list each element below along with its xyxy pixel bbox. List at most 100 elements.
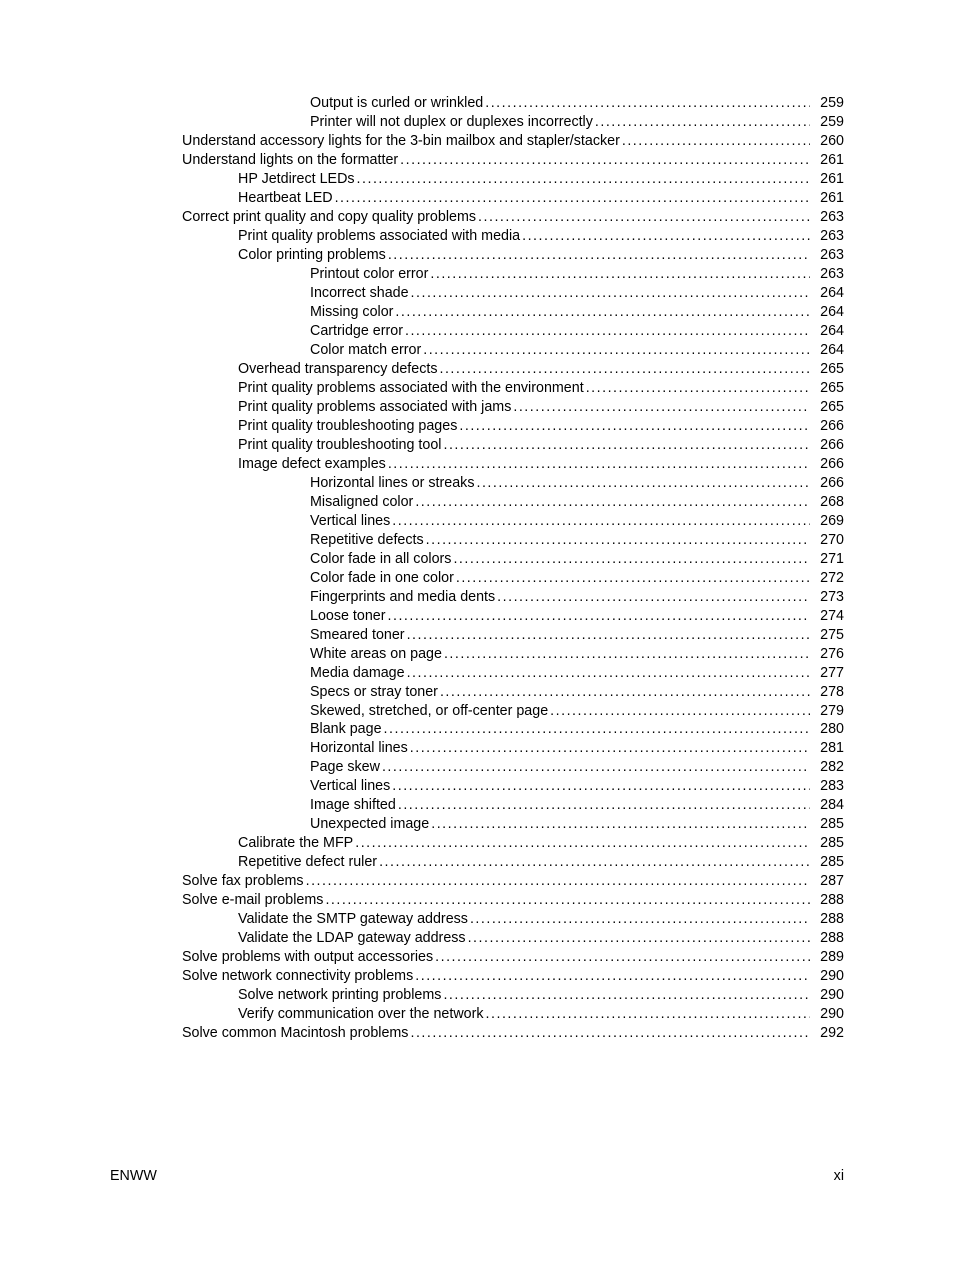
toc-entry-label: Print quality troubleshooting pages [238, 419, 457, 433]
toc-entry-label: Printout color error [310, 267, 428, 281]
toc-entry[interactable]: Horizontal lines or streaks 266 [110, 476, 844, 490]
toc-entry[interactable]: Printout color error 263 [110, 267, 844, 281]
toc-entry-page: 268 [812, 495, 844, 509]
toc-entry[interactable]: Color fade in one color 272 [110, 571, 844, 585]
toc-entry-label: Validate the LDAP gateway address [238, 931, 466, 945]
toc-entry-label: Color match error [310, 343, 421, 357]
toc-entry[interactable]: Repetitive defects 270 [110, 533, 844, 547]
toc-entry[interactable]: Correct print quality and copy quality p… [110, 210, 844, 224]
toc-entry[interactable]: Repetitive defect ruler285 [110, 855, 844, 869]
toc-entry-page: 287 [812, 874, 844, 888]
toc-entry[interactable]: Horizontal lines281 [110, 741, 844, 755]
toc-entry[interactable]: Image defect examples266 [110, 457, 844, 471]
toc-entry-page: 284 [812, 798, 844, 812]
toc-entry-page: 265 [812, 381, 844, 395]
toc-entry-label: Print quality problems associated with j… [238, 400, 511, 414]
toc-entry[interactable]: White areas on page 276 [110, 647, 844, 661]
toc-entry-page: 266 [812, 438, 844, 452]
toc-entry[interactable]: Solve network connectivity problems290 [110, 969, 844, 983]
toc-entry-page: 261 [812, 153, 844, 167]
toc-entry[interactable]: Print quality problems associated with m… [110, 229, 844, 243]
toc-entry[interactable]: HP Jetdirect LEDs261 [110, 172, 844, 186]
toc-entry[interactable]: Missing color264 [110, 305, 844, 319]
toc-entry[interactable]: Solve fax problems287 [110, 874, 844, 888]
toc-entry-label: Missing color [310, 305, 393, 319]
toc-entry-page: 274 [812, 609, 844, 623]
toc-leader [622, 134, 810, 148]
toc-entry[interactable]: Smeared toner 275 [110, 628, 844, 642]
toc-leader [357, 172, 810, 186]
toc-leader [388, 248, 810, 262]
toc-leader [586, 381, 810, 395]
toc-entry[interactable]: Solve problems with output accessories28… [110, 950, 844, 964]
toc-entry[interactable]: Verify communication over the network290 [110, 1007, 844, 1021]
toc-entry[interactable]: Page skew282 [110, 760, 844, 774]
toc-entry-page: 266 [812, 419, 844, 433]
toc-entry[interactable]: Understand accessory lights for the 3-bi… [110, 134, 844, 148]
toc-leader [470, 912, 810, 926]
toc-entry[interactable]: Vertical lines283 [110, 779, 844, 793]
toc-entry[interactable]: Color fade in all colors 271 [110, 552, 844, 566]
toc-entry-page: 290 [812, 969, 844, 983]
toc-entry[interactable]: Solve e-mail problems288 [110, 893, 844, 907]
toc-entry[interactable]: Solve network printing problems290 [110, 988, 844, 1002]
toc-entry[interactable]: Print quality troubleshooting pages 266 [110, 419, 844, 433]
toc-entry-page: 272 [812, 571, 844, 585]
toc-entry-label: Fingerprints and media dents [310, 590, 495, 604]
toc-entry-label: Skewed, stretched, or off-center page [310, 704, 548, 718]
toc-entry[interactable]: Vertical lines 269 [110, 514, 844, 528]
toc-entry-page: 263 [812, 267, 844, 281]
toc-entry-page: 278 [812, 685, 844, 699]
toc-entry[interactable]: Printer will not duplex or duplexes inco… [110, 115, 844, 129]
toc-entry[interactable]: Incorrect shade264 [110, 286, 844, 300]
toc-entry[interactable]: Overhead transparency defects265 [110, 362, 844, 376]
toc-leader [444, 647, 810, 661]
toc-entry[interactable]: Unexpected image285 [110, 817, 844, 831]
toc-entry[interactable]: Output is curled or wrinkled259 [110, 96, 844, 110]
toc-leader [415, 495, 810, 509]
toc-entry-page: 259 [812, 96, 844, 110]
toc-entry-label: Understand lights on the formatter [182, 153, 398, 167]
toc-entry[interactable]: Print quality problems associated with j… [110, 400, 844, 414]
page: Output is curled or wrinkled259 Printer w… [0, 0, 954, 1270]
toc-entry-label: Incorrect shade [310, 286, 409, 300]
toc-entry[interactable]: Skewed, stretched, or off-center page 27… [110, 704, 844, 718]
toc-entry[interactable]: Validate the SMTP gateway address288 [110, 912, 844, 926]
toc-entry[interactable]: Color printing problems263 [110, 248, 844, 262]
toc-entry[interactable]: Validate the LDAP gateway address288 [110, 931, 844, 945]
toc-entry[interactable]: Fingerprints and media dents 273 [110, 590, 844, 604]
toc-entry-label: Color fade in all colors [310, 552, 451, 566]
toc-entry-page: 270 [812, 533, 844, 547]
toc-entry[interactable]: Misaligned color 268 [110, 495, 844, 509]
toc-entry[interactable]: Understand lights on the formatter 261 [110, 153, 844, 167]
footer-right: xi [834, 1168, 844, 1184]
toc-entry-page: 277 [812, 666, 844, 680]
toc-entry-page: 276 [812, 647, 844, 661]
page-footer: ENWW xi [110, 1168, 844, 1184]
toc-entry[interactable]: Loose toner 274 [110, 609, 844, 623]
toc-entry-page: 283 [812, 779, 844, 793]
toc-entry[interactable]: Solve common Macintosh problems292 [110, 1026, 844, 1040]
toc-entry-label: Horizontal lines [310, 741, 408, 755]
toc-entry[interactable]: Print quality troubleshooting tool 266 [110, 438, 844, 452]
toc-entry[interactable]: Blank page280 [110, 722, 844, 736]
toc-entry-label: Image defect examples [238, 457, 386, 471]
toc-entry[interactable]: Calibrate the MFP285 [110, 836, 844, 850]
toc-entry-page: 264 [812, 324, 844, 338]
toc-entry[interactable]: Specs or stray toner 278 [110, 685, 844, 699]
toc-entry-label: Repetitive defect ruler [238, 855, 377, 869]
toc-entry[interactable]: Cartridge error264 [110, 324, 844, 338]
toc-leader [440, 685, 810, 699]
footer-left: ENWW [110, 1168, 157, 1184]
toc-entry[interactable]: Print quality problems associated with t… [110, 381, 844, 395]
toc-entry[interactable]: Image shifted284 [110, 798, 844, 812]
toc-entry[interactable]: Media damage 277 [110, 666, 844, 680]
toc-leader [411, 286, 810, 300]
toc-entry-label: Print quality troubleshooting tool [238, 438, 441, 452]
toc-entry-label: Validate the SMTP gateway address [238, 912, 468, 926]
toc-entry[interactable]: Color match error264 [110, 343, 844, 357]
toc-leader [595, 115, 810, 129]
toc-entry-label: Color fade in one color [310, 571, 454, 585]
toc-entry-page: 263 [812, 229, 844, 243]
toc-entry[interactable]: Heartbeat LED261 [110, 191, 844, 205]
